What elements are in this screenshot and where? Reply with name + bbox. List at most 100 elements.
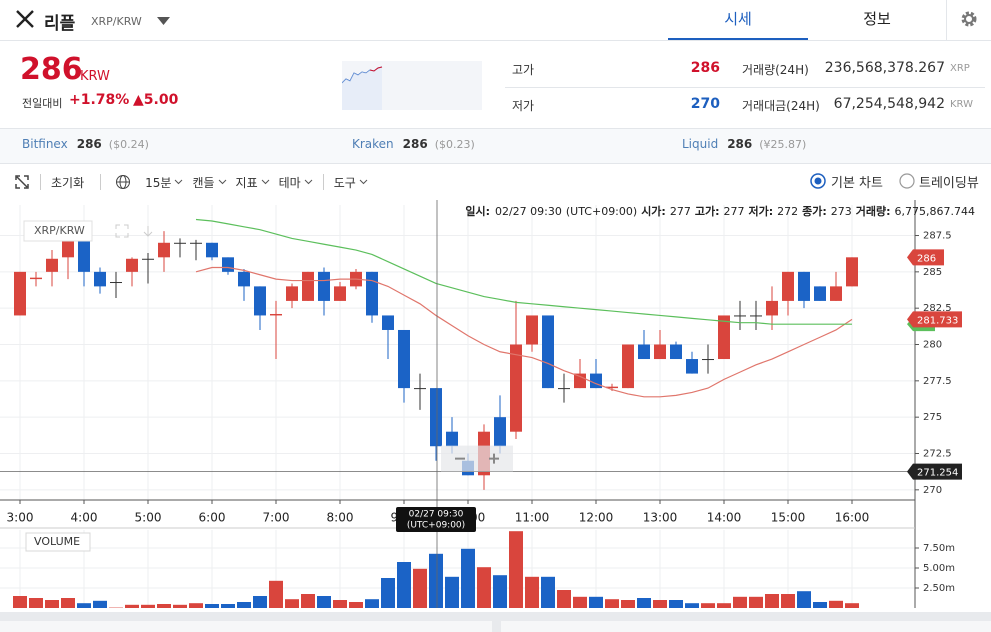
tab-info[interactable]: 정보: [863, 10, 891, 28]
fullscreen-icon[interactable]: [14, 174, 30, 190]
view-basic[interactable]: 기본 차트: [831, 175, 883, 191]
candle-body: [782, 271, 794, 301]
volume-bar: [365, 599, 379, 608]
x-tick-label: 7:00: [263, 511, 290, 525]
y-tick-label: 287.5: [923, 231, 952, 242]
view-tradingview[interactable]: 트레이딩뷰: [918, 175, 979, 191]
timezone-icon[interactable]: [115, 174, 131, 190]
candle-body: [142, 258, 154, 260]
coin-name: 리플: [44, 14, 76, 34]
candle-body: [30, 277, 42, 280]
volume-bar: [445, 576, 459, 608]
price-tag-label: 286: [917, 253, 936, 264]
candle-body: [574, 373, 586, 389]
y-tick-label: 270: [923, 485, 942, 496]
price-currency: KRW: [80, 69, 110, 84]
candle-body: [590, 373, 602, 389]
crosshair-time-box: [396, 507, 476, 532]
info-value: 272: [777, 205, 798, 218]
candle-body: [238, 271, 250, 287]
volume-bar: [829, 600, 843, 608]
info-value: 277: [670, 205, 691, 218]
volume-bar: [13, 596, 27, 608]
ma-tag: [907, 311, 962, 328]
theme-menu[interactable]: 테마: [278, 175, 301, 190]
bottom-panel: [0, 621, 492, 632]
exchange-price: 286: [402, 137, 428, 151]
separator: [946, 0, 947, 40]
style-menu[interactable]: 캔들: [192, 175, 215, 190]
info-value: 6,775,867.744: [895, 205, 975, 218]
stat-value: 270: [690, 96, 720, 112]
chart-bg: [0, 200, 991, 612]
exchange-price: 286: [727, 137, 753, 151]
volume-bar: [333, 600, 347, 608]
x-tick-label: 5:00: [135, 511, 162, 525]
info-label: 저가:: [748, 204, 773, 218]
candle-body: [718, 315, 730, 360]
chevron: [359, 179, 368, 185]
candle-body: [254, 286, 266, 316]
volume-bar: [701, 603, 715, 608]
volume-bar: [205, 604, 219, 608]
exchange-note: ($0.23): [434, 138, 475, 151]
volume-bar: [397, 562, 411, 608]
zoom-icons: [455, 453, 499, 464]
candle-body: [526, 315, 538, 345]
volume-bar: [765, 594, 779, 608]
info-label: 거래량:: [856, 204, 891, 218]
dropdown-arrow[interactable]: [157, 17, 171, 26]
candle-body: [94, 271, 106, 287]
volume-bar: [45, 600, 59, 608]
candle-body: [766, 300, 778, 316]
sparkline: [342, 61, 482, 110]
exchange-note: ($0.24): [108, 138, 149, 151]
chevron: [175, 179, 183, 185]
coin-pair: XRP/KRW: [91, 15, 142, 28]
tools-menu[interactable]: 도구: [333, 175, 356, 190]
stat-label: 거래량(24H): [742, 63, 809, 77]
volume-bar: [749, 596, 763, 608]
candle-body: [110, 282, 122, 284]
volume-bar: [621, 600, 635, 608]
candle-body: [366, 271, 378, 316]
reset-button[interactable]: 초기화: [51, 175, 85, 190]
volume-bar: [813, 602, 827, 608]
volume-bar: [461, 548, 475, 608]
ma-line: [195, 266, 853, 398]
candle-body: [654, 344, 666, 360]
candle-body: [414, 388, 426, 390]
x-tick-label: 8:00: [327, 511, 354, 525]
interval-menu[interactable]: 15분: [145, 175, 172, 190]
y-tick-label: 272.5: [923, 448, 952, 459]
candle-body: [558, 388, 570, 390]
volume-bar: [93, 600, 107, 608]
volume-bar: [29, 598, 43, 608]
price-tag: [907, 249, 944, 266]
radio[interactable]: [899, 173, 915, 189]
candle-body: [686, 359, 698, 374]
coin-logo: [16, 10, 34, 28]
volume-bar: [221, 604, 235, 608]
exchange-name: Kraken: [352, 137, 394, 151]
y-tick-label: 277.5: [923, 376, 952, 387]
candle-body: [798, 271, 810, 301]
crosshair-tag: [907, 463, 962, 480]
candle-body: [302, 271, 314, 301]
info-value: (UTC+09:00): [566, 205, 637, 218]
candle-body: [830, 286, 842, 301]
info-value: 273: [831, 205, 852, 218]
candle-body: [702, 359, 714, 361]
bottom-panel: [501, 621, 991, 632]
candle-body: [286, 286, 298, 301]
radio-selected[interactable]: [810, 173, 826, 189]
indicator-menu[interactable]: 지표: [235, 175, 258, 190]
change-label: 전일대비: [22, 97, 63, 110]
info-label: 고가:: [695, 204, 720, 218]
candle-body: [222, 257, 234, 272]
tab-quote[interactable]: 시세: [724, 10, 752, 28]
settings-gear[interactable]: [959, 9, 979, 29]
toolbar: 초기화 15분 캔들 지표 테마 도구: [14, 172, 368, 192]
candle-body: [14, 271, 26, 316]
stat-unit: KRW: [950, 99, 973, 110]
